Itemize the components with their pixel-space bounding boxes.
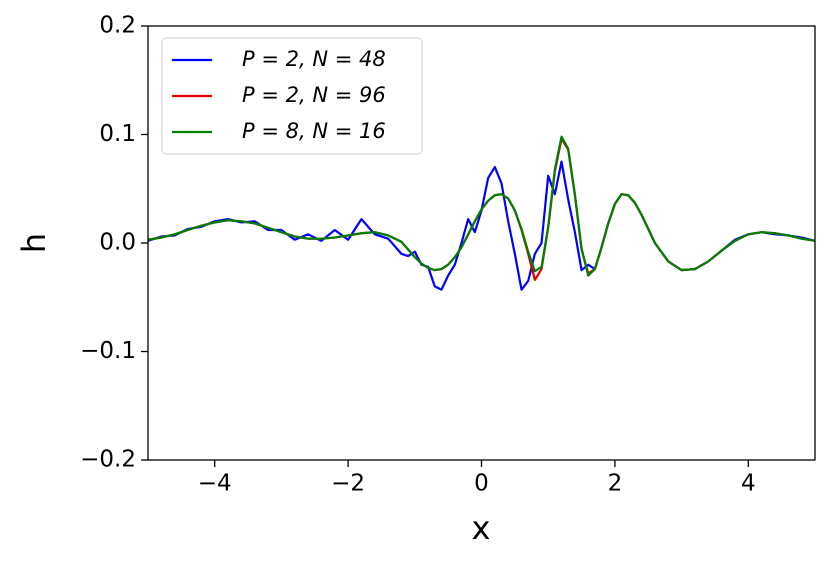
- legend-label: P = 2, N = 48: [242, 47, 386, 71]
- y-axis-label: h: [15, 233, 53, 253]
- series-line: [147, 160, 816, 291]
- x-tick-label: 4: [741, 471, 756, 497]
- y-tick-label: 0.2: [99, 13, 136, 39]
- legend-label: P = 2, N = 96: [242, 83, 386, 107]
- y-tick-label: −0.2: [80, 447, 136, 473]
- x-tick-label: 0: [474, 471, 489, 497]
- y-tick-label: 0.0: [99, 230, 136, 256]
- x-tick-label: −4: [198, 471, 232, 497]
- x-axis-label: x: [472, 509, 491, 547]
- series-line: [147, 135, 816, 277]
- y-tick-label: −0.1: [80, 338, 136, 364]
- plot-frame: [147, 25, 816, 461]
- legend-label: P = 8, N = 16: [242, 119, 386, 143]
- legend-box: [161, 37, 423, 155]
- x-tick-label: −2: [331, 471, 365, 497]
- x-tick-label: 2: [608, 471, 623, 497]
- y-tick-label: 0.1: [99, 121, 136, 147]
